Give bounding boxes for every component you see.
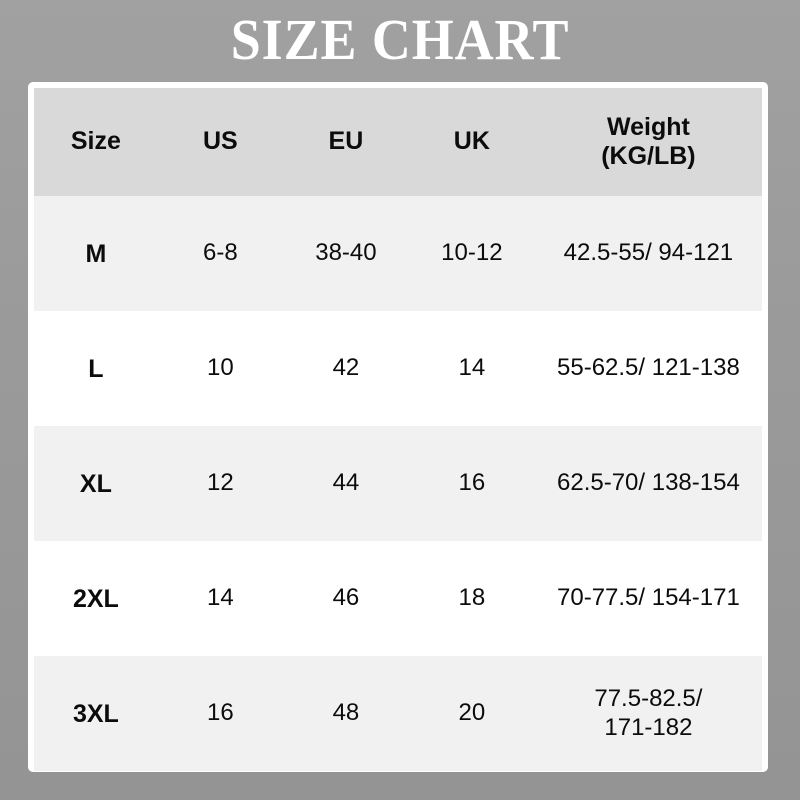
column-header-uk: UK [453,127,490,156]
cell-weight: 42.5-55/ 94-121 [535,196,762,311]
cell-weight-line1: 55-62.5/ 121-138 [557,354,740,382]
cell-weight: 62.5-70/ 138-154 [535,426,762,541]
cell-eu: 48 [332,699,360,727]
table-header: Size US EU UK Weight (KG/LB) [34,88,762,196]
column-header-size: Size [70,127,121,156]
table-row: L 10 42 14 55-62.5/ 121-138 [34,311,762,426]
cell-size: M [85,239,107,268]
column-header-weight-line1: Weight [606,112,690,141]
cell-eu: 46 [332,584,360,612]
cell-us: 12 [207,469,234,497]
size-chart-table: Size US EU UK Weight (KG/LB) M 6-8 38-40… [34,88,762,771]
cell-eu: 42 [332,354,360,382]
table-row: M 6-8 38-40 10-12 42.5-55/ 94-121 [34,196,762,311]
cell-uk: 20 [458,699,486,727]
size-chart-table-frame: Size US EU UK Weight (KG/LB) M 6-8 38-40… [28,82,768,772]
cell-weight-line1: 77.5-82.5/ [594,684,703,712]
table-body: M 6-8 38-40 10-12 42.5-55/ 94-121 L 10 4… [34,196,762,771]
cell-us: 14 [207,584,234,612]
cell-size: XL [79,469,112,498]
cell-eu: 38-40 [315,239,377,267]
column-header-us: US [202,127,238,156]
cell-weight-line1: 70-77.5/ 154-171 [557,584,740,612]
cell-weight: 77.5-82.5/ 171-182 [535,656,762,771]
page-title: SIZE CHART [230,7,570,72]
cell-eu: 44 [332,469,360,497]
cell-weight-line2: 171-182 [604,713,693,741]
title-bar: SIZE CHART [0,4,800,76]
cell-uk: 10-12 [441,239,503,267]
column-header-eu: EU [328,127,364,156]
cell-size: L [88,354,104,383]
cell-weight-line1: 42.5-55/ 94-121 [563,239,734,267]
cell-us: 6-8 [203,239,238,267]
table-row: XL 12 44 16 62.5-70/ 138-154 [34,426,762,541]
cell-us: 16 [207,699,234,727]
cell-us: 10 [207,354,234,382]
cell-weight: 55-62.5/ 121-138 [535,311,762,426]
cell-uk: 16 [458,469,486,497]
table-row: 3XL 16 48 20 77.5-82.5/ 171-182 [34,656,762,771]
cell-weight: 70-77.5/ 154-171 [535,541,762,656]
cell-uk: 18 [458,584,486,612]
column-header-weight-line2: (KG/LB) [601,142,696,170]
column-header-weight: Weight (KG/LB) [535,88,762,196]
cell-size: 2XL [72,584,119,613]
table-row: 2XL 14 46 18 70-77.5/ 154-171 [34,541,762,656]
cell-uk: 14 [458,354,486,382]
cell-size: 3XL [72,699,119,728]
cell-weight-line1: 62.5-70/ 138-154 [557,469,740,497]
table-header-row: Size US EU UK Weight (KG/LB) [34,88,762,196]
